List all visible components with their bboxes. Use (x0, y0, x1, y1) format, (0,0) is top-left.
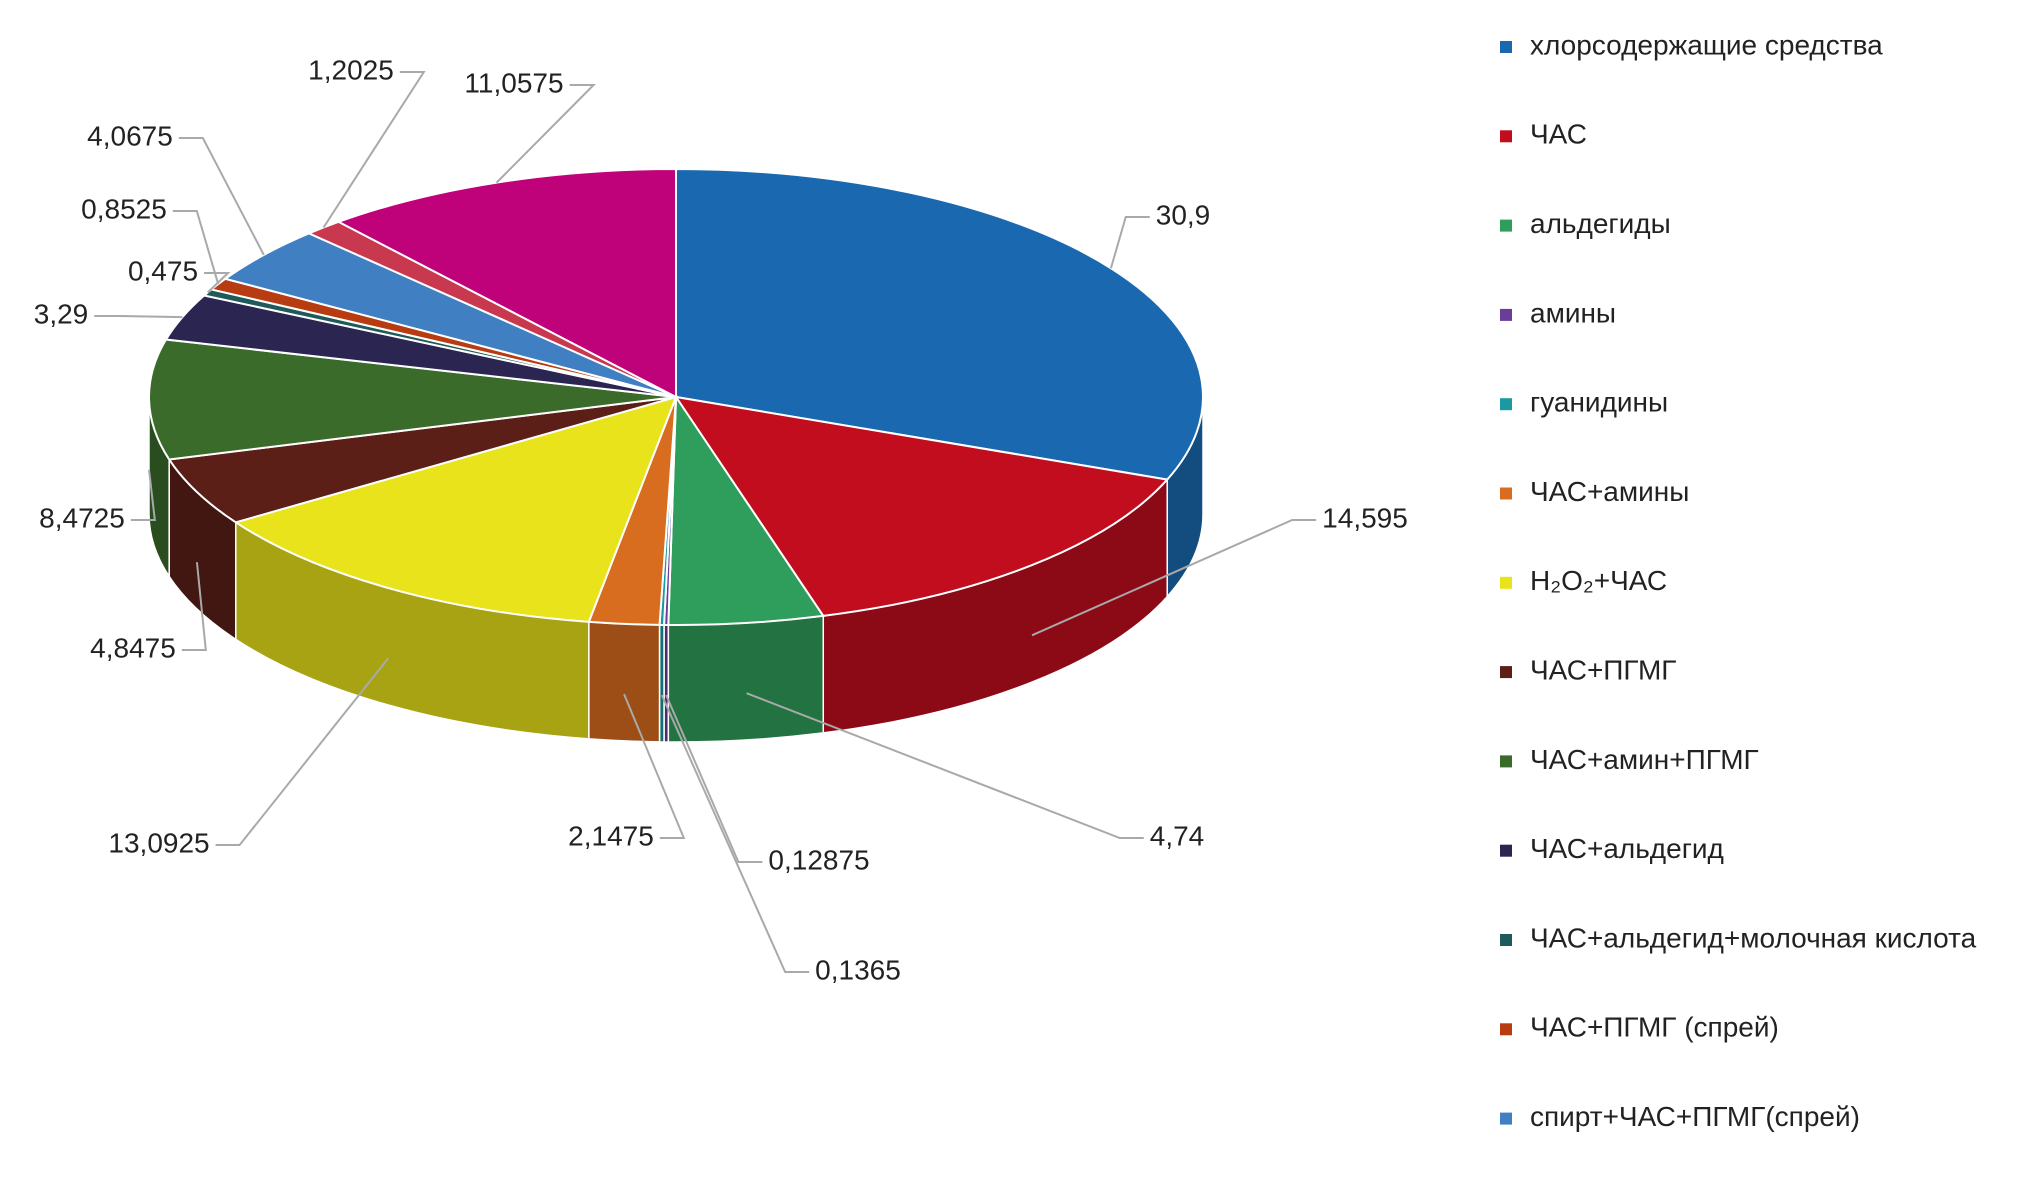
data-label: 4,0675 (87, 120, 173, 151)
slice-side (588, 621, 661, 743)
data-label: 30,9 (1156, 199, 1211, 230)
slice (148, 338, 677, 579)
legend-marker (1500, 666, 1512, 679)
legend-marker (1500, 308, 1512, 321)
leader-line (130, 469, 156, 521)
legend-label: ЧАС+ПГМГ (1530, 654, 1676, 685)
slice (675, 167, 1204, 599)
data-label: 4,74 (1150, 820, 1205, 851)
leader-line (1031, 519, 1317, 637)
legend-marker (1500, 844, 1512, 857)
slice (167, 396, 677, 641)
slice-top (167, 396, 677, 524)
legend-marker (1500, 755, 1512, 768)
legend-marker (1500, 41, 1512, 53)
legend-label: ЧАС+амин+ПГМГ (1530, 744, 1759, 775)
data-label: 4,8475 (90, 632, 176, 663)
data-label: 11,0575 (464, 67, 563, 98)
slice-top (233, 395, 678, 623)
slice-top (675, 167, 1204, 481)
data-label: 1,2025 (308, 54, 394, 85)
legend-marker (1500, 398, 1512, 411)
legend-marker (1500, 934, 1512, 946)
legend-label: H₂O₂+ЧАС (1530, 565, 1667, 596)
legend-marker (1500, 576, 1512, 589)
legend-marker (1500, 130, 1512, 143)
leader-line (495, 84, 596, 184)
leader-line (660, 694, 810, 973)
leader-line (181, 562, 207, 651)
data-label: 8,4725 (39, 502, 125, 533)
leader-line (172, 210, 220, 285)
leader-line (215, 657, 390, 846)
data-label: 14,595 (1322, 502, 1408, 533)
legend-label: ЧАС+амины (1530, 476, 1689, 507)
leader-line (623, 693, 686, 839)
legend-label: амины (1530, 297, 1616, 328)
legend-marker (1500, 219, 1512, 232)
data-label: 2,1475 (568, 820, 654, 851)
slice-top (148, 338, 677, 461)
data-label: 0,475 (128, 255, 198, 286)
data-label: 0,12875 (768, 844, 869, 875)
leader-line (322, 71, 426, 229)
slice-top (673, 395, 1170, 617)
leader-line (1109, 216, 1150, 269)
slice-top (667, 393, 825, 626)
legend-label: ЧАС+альдегид+молочная кислота (1530, 922, 1977, 953)
legend-label: спирт+ЧАС+ПГМГ(спрей) (1530, 1101, 1860, 1132)
legend-label: ЧАС+альдегид (1530, 833, 1724, 864)
legend-label: хлорсодержащие средства (1530, 29, 1883, 60)
data-label: 3,29 (34, 298, 89, 329)
leader-line (94, 315, 183, 319)
leader-line (204, 272, 231, 294)
leader-line (178, 137, 265, 256)
slice-side (667, 615, 825, 743)
legend-label: ЧАС+ПГМГ (спрей) (1530, 1012, 1779, 1043)
data-label: 0,8525 (81, 193, 167, 224)
legend-marker (1500, 1112, 1512, 1125)
legend-label: гуанидины (1530, 387, 1668, 418)
legend-marker (1500, 487, 1512, 500)
legend-label: альдегиды (1530, 208, 1671, 239)
legend-label: ЧАС (1530, 119, 1587, 150)
data-label: 0,1365 (815, 954, 901, 985)
legend-marker (1500, 1023, 1512, 1036)
leader-line (665, 694, 763, 863)
slice (673, 395, 1170, 734)
leader-line (746, 692, 1144, 839)
slice (233, 395, 678, 740)
data-label: 13,0925 (108, 827, 209, 858)
